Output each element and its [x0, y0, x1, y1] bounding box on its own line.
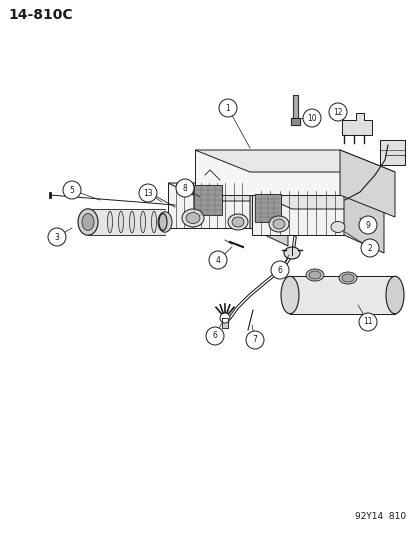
Circle shape — [328, 103, 346, 121]
Ellipse shape — [129, 211, 134, 233]
Circle shape — [358, 216, 376, 234]
Ellipse shape — [338, 272, 356, 284]
Circle shape — [245, 331, 263, 349]
Circle shape — [360, 239, 378, 257]
Circle shape — [63, 181, 81, 199]
Polygon shape — [254, 194, 280, 222]
Ellipse shape — [280, 276, 298, 314]
Text: 11: 11 — [362, 318, 372, 327]
Circle shape — [209, 251, 226, 269]
Circle shape — [218, 99, 236, 117]
Text: 3: 3 — [55, 232, 59, 241]
Ellipse shape — [107, 211, 112, 233]
Text: 10: 10 — [306, 114, 316, 123]
Ellipse shape — [151, 211, 156, 233]
Circle shape — [271, 261, 288, 279]
Polygon shape — [379, 140, 404, 165]
Ellipse shape — [140, 211, 145, 233]
Ellipse shape — [159, 214, 166, 230]
Polygon shape — [88, 210, 165, 234]
Ellipse shape — [268, 216, 288, 232]
Polygon shape — [194, 185, 221, 215]
Polygon shape — [289, 276, 394, 314]
Polygon shape — [343, 191, 383, 253]
Ellipse shape — [330, 222, 344, 232]
Text: 12: 12 — [332, 108, 342, 117]
Text: 6: 6 — [212, 332, 217, 341]
Polygon shape — [221, 318, 228, 328]
Circle shape — [139, 184, 157, 202]
Polygon shape — [252, 191, 343, 235]
Circle shape — [206, 327, 223, 345]
Text: 2: 2 — [367, 244, 371, 253]
Ellipse shape — [305, 269, 323, 281]
Text: 92Y14  810: 92Y14 810 — [354, 512, 405, 521]
Text: 7: 7 — [252, 335, 257, 344]
Ellipse shape — [283, 247, 299, 259]
Polygon shape — [168, 183, 287, 201]
Polygon shape — [249, 183, 287, 246]
Ellipse shape — [308, 271, 320, 279]
Text: 9: 9 — [365, 221, 370, 230]
Polygon shape — [341, 113, 371, 135]
Ellipse shape — [78, 209, 98, 235]
Polygon shape — [195, 150, 339, 195]
Ellipse shape — [182, 209, 204, 227]
Polygon shape — [252, 191, 383, 209]
Ellipse shape — [272, 219, 284, 229]
Ellipse shape — [231, 217, 243, 227]
Ellipse shape — [385, 276, 403, 314]
Text: 13: 13 — [143, 189, 152, 198]
Text: 6: 6 — [277, 265, 282, 274]
Text: 4: 4 — [215, 255, 220, 264]
Circle shape — [358, 313, 376, 331]
Ellipse shape — [158, 212, 171, 232]
Polygon shape — [292, 95, 297, 120]
Text: 14-810C: 14-810C — [8, 8, 72, 22]
Polygon shape — [168, 183, 249, 228]
Text: 1: 1 — [225, 103, 230, 112]
Text: 8: 8 — [182, 183, 187, 192]
Circle shape — [302, 109, 320, 127]
Ellipse shape — [118, 211, 123, 233]
Ellipse shape — [82, 214, 94, 230]
Ellipse shape — [185, 213, 199, 223]
Polygon shape — [339, 150, 394, 217]
Ellipse shape — [341, 274, 353, 282]
Ellipse shape — [228, 214, 247, 230]
Text: 5: 5 — [69, 185, 74, 195]
Circle shape — [176, 179, 194, 197]
Circle shape — [48, 228, 66, 246]
Polygon shape — [290, 118, 299, 125]
Polygon shape — [195, 150, 394, 172]
Circle shape — [219, 313, 230, 323]
